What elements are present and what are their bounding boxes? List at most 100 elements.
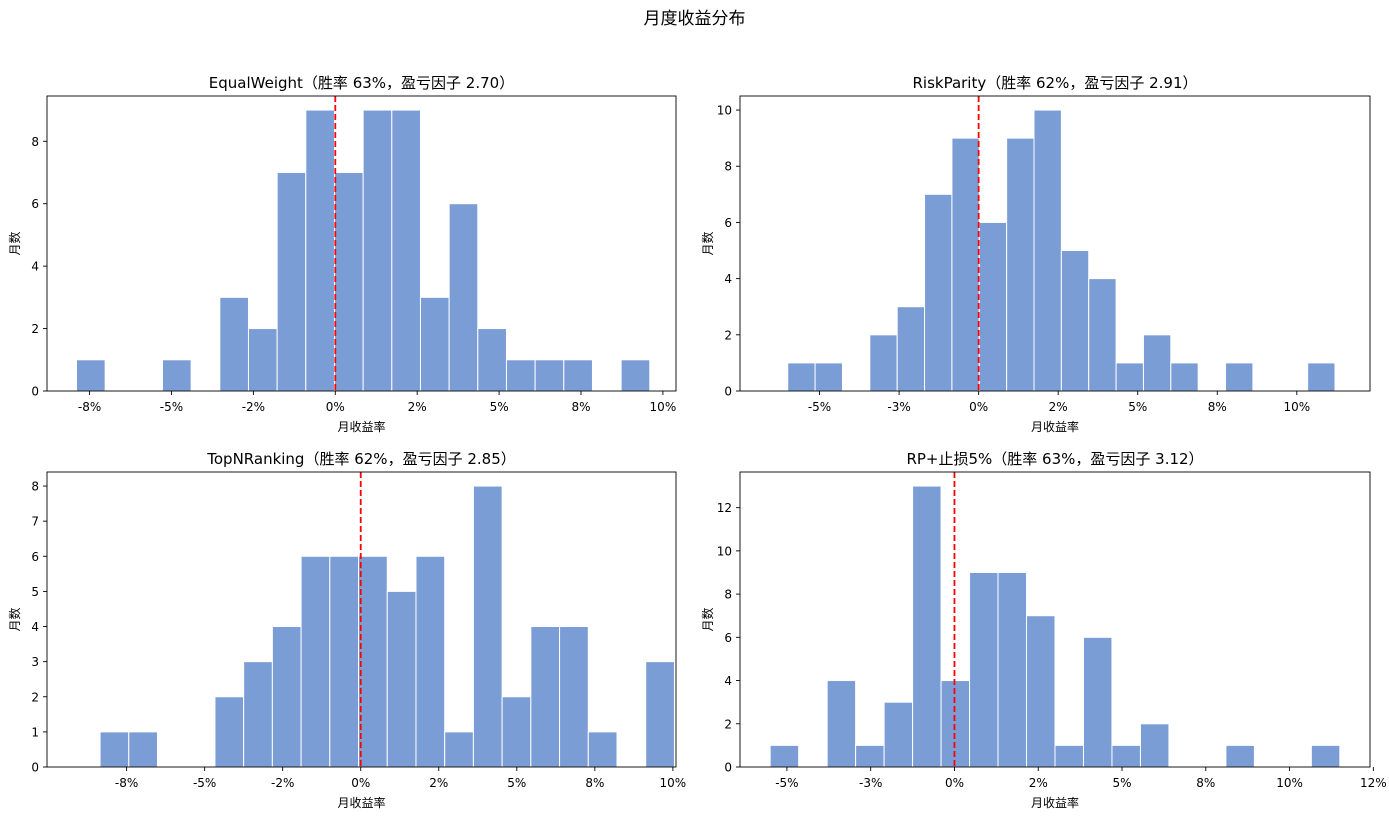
- x-tick-label: 5%: [1112, 776, 1131, 790]
- x-tick-label: -8%: [78, 400, 101, 414]
- histogram-bar: [243, 661, 273, 768]
- histogram-bar: [161, 359, 192, 392]
- y-tick-label: 4: [31, 620, 39, 634]
- histogram-bar: [271, 626, 302, 768]
- histogram-bar: [645, 661, 675, 768]
- panel-title: RP+止损5%（胜率 63%，盈亏因子 3.12）: [906, 450, 1203, 468]
- histogram-bar: [300, 555, 331, 768]
- y-tick-label: 8: [31, 135, 39, 149]
- axes-frame: [46, 471, 677, 768]
- histogram-bar: [951, 137, 980, 392]
- y-tick-label: 7: [31, 515, 39, 529]
- histogram-bar: [826, 680, 857, 768]
- x-tick-label: 10%: [1276, 776, 1303, 790]
- y-tick-label: 2: [724, 328, 732, 342]
- histogram-bar: [787, 362, 816, 392]
- histogram-bar: [1111, 744, 1141, 768]
- histogram-bar: [505, 359, 536, 392]
- axes-frame: [739, 95, 1371, 392]
- histogram-bar: [883, 701, 914, 768]
- x-tick-label: -8%: [115, 776, 138, 790]
- histogram-bar: [419, 296, 450, 392]
- y-tick-label: 8: [31, 480, 39, 494]
- histogram-bar: [896, 306, 926, 392]
- histogram-bar: [329, 555, 360, 768]
- x-tick-label: 10%: [650, 400, 677, 414]
- axes-frame: [739, 471, 1371, 768]
- y-tick-label: 4: [724, 272, 732, 286]
- panel-title: RiskParity（胜率 62%，盈亏因子 2.91）: [912, 74, 1197, 92]
- y-tick-label: 3: [31, 655, 39, 669]
- y-axis-label: 月数: [7, 231, 22, 255]
- y-tick-label: 4: [724, 674, 732, 688]
- y-tick-label: 4: [31, 260, 39, 274]
- x-axis-label: 月收益率: [1031, 795, 1079, 810]
- histogram-bar: [99, 731, 130, 768]
- histogram-bar: [333, 171, 364, 392]
- x-tick-label: 8%: [1196, 776, 1215, 790]
- histogram-bar: [997, 571, 1028, 768]
- histogram-bar: [247, 328, 278, 392]
- histogram-bar: [855, 744, 885, 768]
- y-tick-label: 6: [724, 216, 732, 230]
- y-axis-label: 月数: [700, 607, 715, 631]
- histogram-bar: [472, 485, 503, 768]
- histogram-bar: [477, 328, 507, 392]
- x-axis-label: 月收益率: [337, 795, 385, 810]
- x-tick-label: 0%: [969, 400, 988, 414]
- x-tick-label: -5%: [775, 776, 798, 790]
- histogram-bar: [415, 555, 446, 768]
- x-tick-label: 10%: [1283, 400, 1310, 414]
- x-tick-label: 0%: [326, 400, 345, 414]
- histogram-panel-riskparity: RiskParity（胜率 62%，盈亏因子 2.91） -5% -3% 0% 2% 5%…: [700, 74, 1371, 434]
- y-tick-label: 2: [31, 322, 39, 336]
- histogram-bar: [75, 359, 106, 392]
- y-tick-label: 6: [724, 631, 732, 645]
- y-tick-label: 8: [724, 160, 732, 174]
- x-tick-label: 0%: [945, 776, 964, 790]
- x-tick-label: -5%: [808, 400, 831, 414]
- y-axis-label: 月数: [700, 231, 715, 255]
- histogram-bar: [276, 171, 307, 392]
- x-axis-label: 月收益率: [1031, 419, 1079, 434]
- x-tick-label: 5%: [507, 776, 526, 790]
- histogram-bar: [620, 359, 651, 392]
- histogram-bar: [1225, 362, 1254, 392]
- y-axis-label: 月数: [7, 607, 22, 631]
- histogram-bar: [587, 731, 618, 768]
- x-tick-label: 2%: [1029, 776, 1048, 790]
- figure-title: 月度收益分布: [644, 9, 746, 29]
- histogram-bar: [448, 203, 479, 392]
- x-tick-label: -3%: [859, 776, 882, 790]
- histogram-panel-topnranking: TopNRanking（胜率 62%，盈亏因子 2.85） -8% -5% -2% 0%…: [7, 450, 686, 810]
- histogram-bar: [128, 731, 159, 768]
- histogram-bar: [1310, 744, 1341, 768]
- histogram-bar: [924, 193, 953, 392]
- histogram-bar: [1088, 278, 1117, 392]
- histogram-bar: [769, 744, 800, 768]
- histogram-panel-rp-stoploss: RP+止损5%（胜率 63%，盈亏因子 3.12） -5% -3% 0% 2% 5% 8% 1…: [700, 450, 1387, 810]
- histogram-bar: [559, 626, 589, 768]
- histogram-bar: [1026, 615, 1056, 768]
- histogram-bar: [1307, 362, 1336, 392]
- x-tick-label: -2%: [271, 776, 294, 790]
- x-tick-label: 0%: [351, 776, 370, 790]
- histogram-bar: [1033, 109, 1062, 392]
- y-tick-label: 1: [31, 725, 39, 739]
- histogram-bar: [501, 696, 532, 768]
- x-tick-label: -5%: [160, 400, 183, 414]
- x-tick-label: 2%: [1049, 400, 1068, 414]
- x-tick-label: 8%: [1208, 400, 1227, 414]
- histogram-bar: [869, 334, 898, 392]
- x-tick-label: -5%: [193, 776, 216, 790]
- histogram-bar: [305, 109, 335, 392]
- histogram-bar: [1082, 636, 1113, 768]
- x-tick-label: 10%: [660, 776, 687, 790]
- x-tick-label: 8%: [585, 776, 604, 790]
- histogram-bar: [1006, 137, 1035, 392]
- histogram-bar: [1060, 250, 1090, 392]
- x-tick-label: 5%: [490, 400, 509, 414]
- histogram-bar: [530, 626, 561, 768]
- histogram-bar: [386, 590, 417, 768]
- y-tick-label: 10: [717, 544, 732, 558]
